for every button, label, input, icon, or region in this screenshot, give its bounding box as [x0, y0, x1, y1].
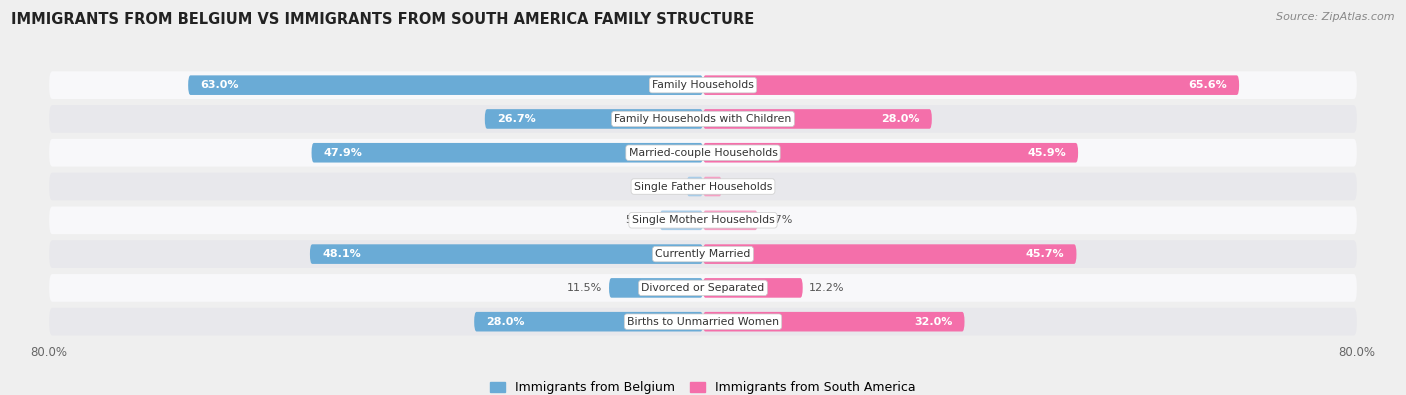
- FancyBboxPatch shape: [703, 75, 1239, 95]
- FancyBboxPatch shape: [49, 274, 1357, 302]
- FancyBboxPatch shape: [309, 245, 703, 264]
- Text: Births to Unmarried Women: Births to Unmarried Women: [627, 317, 779, 327]
- Text: 32.0%: 32.0%: [914, 317, 952, 327]
- Text: Family Households with Children: Family Households with Children: [614, 114, 792, 124]
- FancyBboxPatch shape: [703, 245, 1077, 264]
- Text: 11.5%: 11.5%: [567, 283, 603, 293]
- FancyBboxPatch shape: [312, 143, 703, 162]
- Text: 28.0%: 28.0%: [486, 317, 524, 327]
- Text: Married-couple Households: Married-couple Households: [628, 148, 778, 158]
- Text: Source: ZipAtlas.com: Source: ZipAtlas.com: [1277, 12, 1395, 22]
- Text: 28.0%: 28.0%: [882, 114, 920, 124]
- Text: 45.7%: 45.7%: [1025, 249, 1064, 259]
- FancyBboxPatch shape: [49, 308, 1357, 335]
- Text: 26.7%: 26.7%: [498, 114, 536, 124]
- FancyBboxPatch shape: [703, 211, 758, 230]
- FancyBboxPatch shape: [703, 278, 803, 298]
- FancyBboxPatch shape: [49, 105, 1357, 133]
- Text: Divorced or Separated: Divorced or Separated: [641, 283, 765, 293]
- Text: 2.3%: 2.3%: [728, 182, 756, 192]
- FancyBboxPatch shape: [474, 312, 703, 331]
- FancyBboxPatch shape: [49, 173, 1357, 200]
- Text: Currently Married: Currently Married: [655, 249, 751, 259]
- FancyBboxPatch shape: [703, 143, 1078, 162]
- FancyBboxPatch shape: [703, 312, 965, 331]
- FancyBboxPatch shape: [49, 71, 1357, 99]
- Text: 6.7%: 6.7%: [765, 215, 793, 225]
- Text: 5.3%: 5.3%: [624, 215, 654, 225]
- Text: Single Father Households: Single Father Households: [634, 182, 772, 192]
- FancyBboxPatch shape: [49, 139, 1357, 167]
- FancyBboxPatch shape: [609, 278, 703, 298]
- FancyBboxPatch shape: [188, 75, 703, 95]
- Legend: Immigrants from Belgium, Immigrants from South America: Immigrants from Belgium, Immigrants from…: [485, 376, 921, 395]
- Text: 45.9%: 45.9%: [1028, 148, 1066, 158]
- Text: Single Mother Households: Single Mother Households: [631, 215, 775, 225]
- FancyBboxPatch shape: [659, 211, 703, 230]
- FancyBboxPatch shape: [49, 240, 1357, 268]
- FancyBboxPatch shape: [703, 177, 721, 196]
- FancyBboxPatch shape: [703, 109, 932, 129]
- Text: 2.0%: 2.0%: [652, 182, 681, 192]
- Text: 47.9%: 47.9%: [323, 148, 363, 158]
- Text: 12.2%: 12.2%: [810, 283, 845, 293]
- Text: IMMIGRANTS FROM BELGIUM VS IMMIGRANTS FROM SOUTH AMERICA FAMILY STRUCTURE: IMMIGRANTS FROM BELGIUM VS IMMIGRANTS FR…: [11, 12, 755, 27]
- FancyBboxPatch shape: [49, 207, 1357, 234]
- Text: 63.0%: 63.0%: [201, 80, 239, 90]
- Text: Family Households: Family Households: [652, 80, 754, 90]
- Text: 65.6%: 65.6%: [1188, 80, 1227, 90]
- FancyBboxPatch shape: [485, 109, 703, 129]
- FancyBboxPatch shape: [686, 177, 703, 196]
- Text: 48.1%: 48.1%: [322, 249, 361, 259]
